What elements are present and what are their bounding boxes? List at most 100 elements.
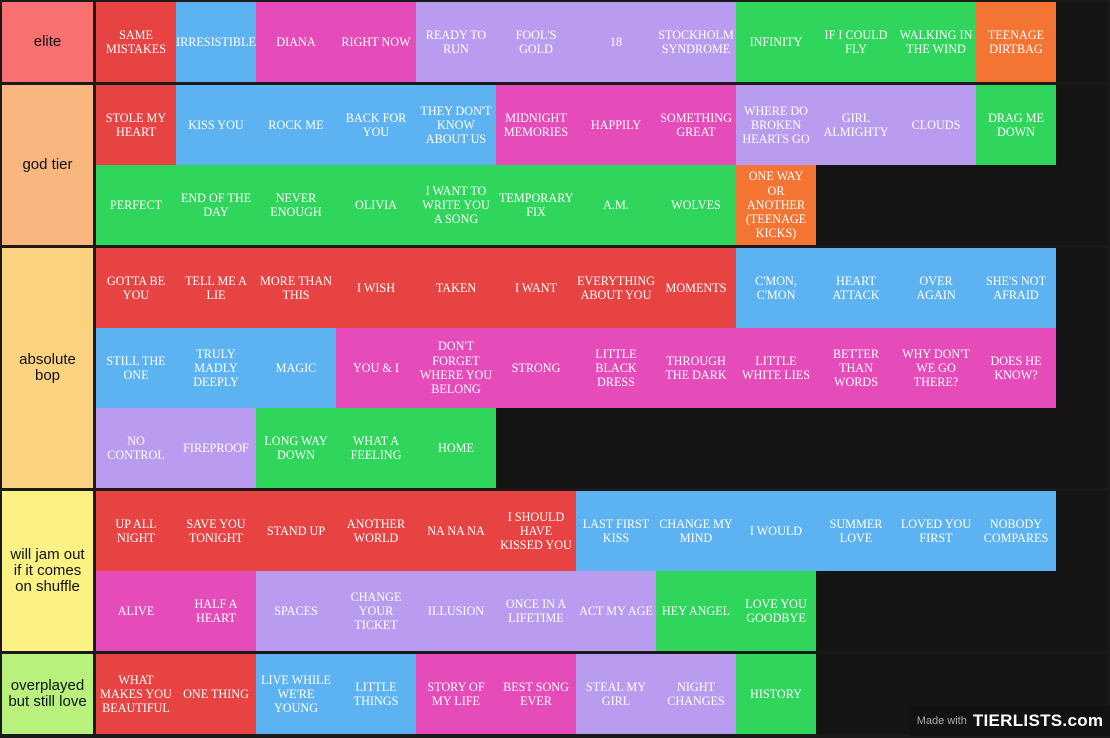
tier-item[interactable]: NIGHT CHANGES — [656, 654, 736, 734]
tier-item[interactable]: I WANT TO WRITE YOU A SONG — [416, 165, 496, 245]
tier-item[interactable]: BACK FOR YOU — [336, 85, 416, 165]
tier-item[interactable]: TEENAGE DIRTBAG — [976, 2, 1056, 82]
tier-item[interactable]: HEY ANGEL — [656, 571, 736, 651]
tier-item[interactable]: CLOUDS — [896, 85, 976, 165]
tier-item[interactable]: HEART ATTACK — [816, 248, 896, 328]
tier-item[interactable]: RIGHT NOW — [336, 2, 416, 82]
tier-item[interactable]: STILL THE ONE — [96, 328, 176, 408]
tier-item[interactable]: ONE THING — [176, 654, 256, 734]
tier-item[interactable]: ALIVE — [96, 571, 176, 651]
tier-item[interactable]: INFINITY — [736, 2, 816, 82]
tier-label[interactable]: god tier — [2, 85, 93, 245]
tier-item[interactable]: GOTTA BE YOU — [96, 248, 176, 328]
tier-item[interactable]: SAVE YOU TONIGHT — [176, 491, 256, 571]
tier-label[interactable]: overplayed but still love — [2, 654, 93, 734]
tier-item[interactable]: STRONG — [496, 328, 576, 408]
tier-item[interactable]: WALKING IN THE WIND — [896, 2, 976, 82]
tier-item[interactable]: 18 — [576, 2, 656, 82]
tier-item[interactable]: WHAT MAKES YOU BEAUTIFUL — [96, 654, 176, 734]
tier-item[interactable]: FIREPROOF — [176, 408, 256, 488]
tier-item[interactable]: LOVE YOU GOODBYE — [736, 571, 816, 651]
tier-item[interactable]: LONG WAY DOWN — [256, 408, 336, 488]
tier-item[interactable]: LOVED YOU FIRST — [896, 491, 976, 571]
tier-item[interactable]: LITTLE THINGS — [336, 654, 416, 734]
tier-item[interactable]: SAME MISTAKES — [96, 2, 176, 82]
tier-item[interactable]: READY TO RUN — [416, 2, 496, 82]
tier-item[interactable]: I WOULD — [736, 491, 816, 571]
tier-item[interactable]: C'MON, C'MON — [736, 248, 816, 328]
tier-item[interactable]: EVERYTHING ABOUT YOU — [576, 248, 656, 328]
tier-item[interactable]: STORY OF MY LIFE — [416, 654, 496, 734]
tier-item[interactable]: WHAT A FEELING — [336, 408, 416, 488]
tier-label[interactable]: elite — [2, 2, 93, 82]
tier-item[interactable]: LIVE WHILE WE'RE YOUNG — [256, 654, 336, 734]
tier-item[interactable]: WHERE DO BROKEN HEARTS GO — [736, 85, 816, 165]
tier-item[interactable]: YOU & I — [336, 328, 416, 408]
tier-items: SAME MISTAKES IRRESISTIBLE DIANA RIGHT NOW R… — [96, 2, 1108, 82]
tier-item[interactable]: I WISH — [336, 248, 416, 328]
tier-item[interactable]: NA NA NA — [416, 491, 496, 571]
tier-item[interactable]: IRRESISTIBLE — [176, 2, 256, 82]
tier-item[interactable]: A.M. — [576, 165, 656, 245]
tier-item[interactable]: HALF A HEART — [176, 571, 256, 651]
tier-item[interactable]: THROUGH THE DARK — [656, 328, 736, 408]
tier-item[interactable]: OVER AGAIN — [896, 248, 976, 328]
tier-item[interactable]: MORE THAN THIS — [256, 248, 336, 328]
tier-item[interactable]: IF I COULD FLY — [816, 2, 896, 82]
tier-item[interactable]: HOME — [416, 408, 496, 488]
tier-item[interactable]: BETTER THAN WORDS — [816, 328, 896, 408]
tier-item[interactable]: I SHOULD HAVE KISSED YOU — [496, 491, 576, 571]
tier-item[interactable]: SOMETHING GREAT — [656, 85, 736, 165]
tier-item[interactable]: OLIVIA — [336, 165, 416, 245]
tier-item[interactable]: KISS YOU — [176, 85, 256, 165]
tier-item[interactable]: TELL ME A LIE — [176, 248, 256, 328]
tier-item[interactable]: TEMPORARY FIX — [496, 165, 576, 245]
tier-item[interactable]: WOLVES — [656, 165, 736, 245]
tier-item[interactable]: DRAG ME DOWN — [976, 85, 1056, 165]
tier-item[interactable]: BEST SONG EVER — [496, 654, 576, 734]
tier-item[interactable]: PERFECT — [96, 165, 176, 245]
tier-item[interactable]: SHE'S NOT AFRAID — [976, 248, 1056, 328]
tier-item[interactable]: MOMENTS — [656, 248, 736, 328]
tier-item[interactable]: FOOL'S GOLD — [496, 2, 576, 82]
tier-item[interactable]: MAGIC — [256, 328, 336, 408]
tier-item[interactable]: END OF THE DAY — [176, 165, 256, 245]
tier-label[interactable]: absolute bop — [2, 248, 93, 488]
tier-item[interactable]: SPACES — [256, 571, 336, 651]
tier-item[interactable]: ACT MY AGE — [576, 571, 656, 651]
tier-item[interactable]: GIRL ALMIGHTY — [816, 85, 896, 165]
tier-item[interactable]: NEVER ENOUGH — [256, 165, 336, 245]
tier-item[interactable]: CHANGE MY MIND — [656, 491, 736, 571]
tier-item[interactable]: STOLE MY HEART — [96, 85, 176, 165]
tier-item[interactable]: UP ALL NIGHT — [96, 491, 176, 571]
tier-item[interactable]: TAKEN — [416, 248, 496, 328]
made-with-badge[interactable]: Made with TIERLISTS.com — [910, 706, 1110, 736]
tier-item[interactable]: ONE WAY OR ANOTHER (TEENAGE KICKS) — [736, 165, 816, 245]
tier-item[interactable]: STOCKHOLM SYNDROME — [656, 2, 736, 82]
tier-item[interactable]: WHY DON'T WE GO THERE? — [896, 328, 976, 408]
tier-item[interactable]: STEAL MY GIRL — [576, 654, 656, 734]
tier-item[interactable]: TRULY MADLY DEEPLY — [176, 328, 256, 408]
tier-item[interactable]: LAST FIRST KISS — [576, 491, 656, 571]
tier-item[interactable]: HISTORY — [736, 654, 816, 734]
tier-item[interactable]: LITTLE WHITE LIES — [736, 328, 816, 408]
tier-item[interactable]: DON'T FORGET WHERE YOU BELONG — [416, 328, 496, 408]
tier-item[interactable]: ANOTHER WORLD — [336, 491, 416, 571]
tier-item[interactable]: STAND UP — [256, 491, 336, 571]
tier-item[interactable]: ILLUSION — [416, 571, 496, 651]
tier-item[interactable]: ONCE IN A LIFETIME — [496, 571, 576, 651]
tier-item[interactable]: NO CONTROL — [96, 408, 176, 488]
tier-item[interactable]: I WANT — [496, 248, 576, 328]
tier-item[interactable]: HAPPILY — [576, 85, 656, 165]
tier-item[interactable]: ROCK ME — [256, 85, 336, 165]
tier-label[interactable]: will jam out if it comes on shuffle — [2, 491, 93, 651]
tier-item[interactable]: MIDNIGHT MEMORIES — [496, 85, 576, 165]
tier-item[interactable]: CHANGE YOUR TICKET — [336, 571, 416, 651]
tier-item[interactable]: SUMMER LOVE — [816, 491, 896, 571]
tier-item[interactable]: DOES HE KNOW? — [976, 328, 1056, 408]
tier-item[interactable]: NOBODY COMPARES — [976, 491, 1056, 571]
tier-item[interactable]: THEY DON'T KNOW ABOUT US — [416, 85, 496, 165]
tier-item[interactable]: DIANA — [256, 2, 336, 82]
tier-row: absolute bop GOTTA BE YOU TELL ME A LIE MOR… — [0, 248, 1110, 488]
tier-item[interactable]: LITTLE BLACK DRESS — [576, 328, 656, 408]
